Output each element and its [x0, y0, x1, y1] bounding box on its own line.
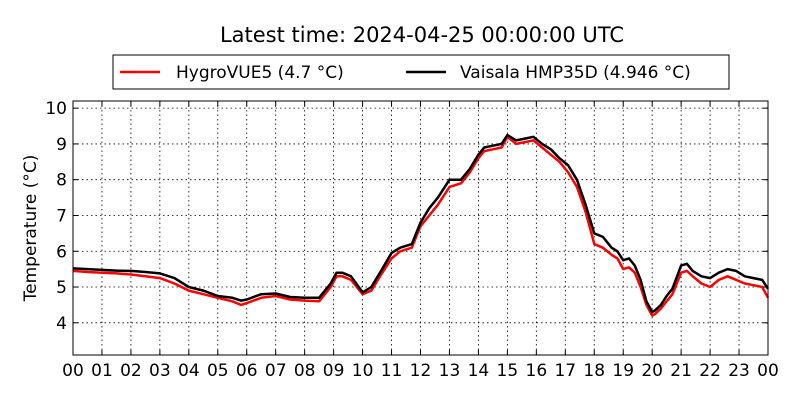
y-tick-labels: 4 5 6 7 8 9 10	[45, 99, 67, 334]
x-tick-label: 20	[641, 361, 663, 381]
x-tick-label: 14	[468, 361, 490, 381]
chart-title: Latest time: 2024-04-25 00:00:00 UTC	[220, 23, 624, 47]
x-tick-label: 13	[439, 361, 461, 381]
x-tick-label: 02	[120, 361, 142, 381]
x-tick-labels: 00 01 02 03 04 05 06 07 08 09 10 11 12 13 14 15 16 17 18 19…	[62, 361, 779, 381]
x-tick-label: 17	[554, 361, 576, 381]
x-tick-label: 18	[583, 361, 605, 381]
x-tick-label: 04	[178, 361, 200, 381]
x-tick-label: 05	[207, 361, 229, 381]
x-tick-label: 21	[670, 361, 692, 381]
y-tick-label: 4	[56, 314, 67, 334]
x-tick-label: 19	[612, 361, 634, 381]
x-tick-label: 01	[91, 361, 113, 381]
y-tick-label: 8	[56, 171, 67, 191]
axis-ticks	[72, 101, 769, 355]
y-tick-label: 10	[45, 99, 67, 119]
x-tick-label: 00	[757, 361, 779, 381]
y-tick-label: 7	[56, 206, 67, 226]
x-tick-label: 10	[352, 361, 374, 381]
y-axis-label: Temperature (°C)	[21, 155, 41, 303]
x-tick-label: 22	[699, 361, 721, 381]
x-tick-label: 06	[236, 361, 258, 381]
x-tick-label: 07	[265, 361, 287, 381]
x-tick-label: 03	[149, 361, 171, 381]
x-tick-label: 15	[497, 361, 519, 381]
y-tick-label: 9	[56, 135, 67, 155]
x-tick-label: 23	[728, 361, 750, 381]
x-tick-label: 16	[526, 361, 548, 381]
x-tick-label: 09	[323, 361, 345, 381]
series-line-vaisala	[72, 133, 770, 314]
y-tick-label: 6	[56, 242, 67, 262]
x-tick-label: 08	[294, 361, 316, 381]
y-tick-label: 5	[56, 278, 67, 298]
x-tick-label: 00	[62, 361, 84, 381]
legend: HygroVUE5 (4.7 °C) Vaisala HMP35D (4.946…	[112, 54, 730, 90]
x-tick-label: 12	[410, 361, 432, 381]
series-line-hygrovue	[72, 135, 770, 317]
legend-label-vaisala: Vaisala HMP35D (4.946 °C)	[460, 63, 691, 83]
x-tick-label: 11	[381, 361, 403, 381]
series-lines	[72, 133, 770, 317]
legend-label-hygrovue: HygroVUE5 (4.7 °C)	[176, 63, 344, 83]
